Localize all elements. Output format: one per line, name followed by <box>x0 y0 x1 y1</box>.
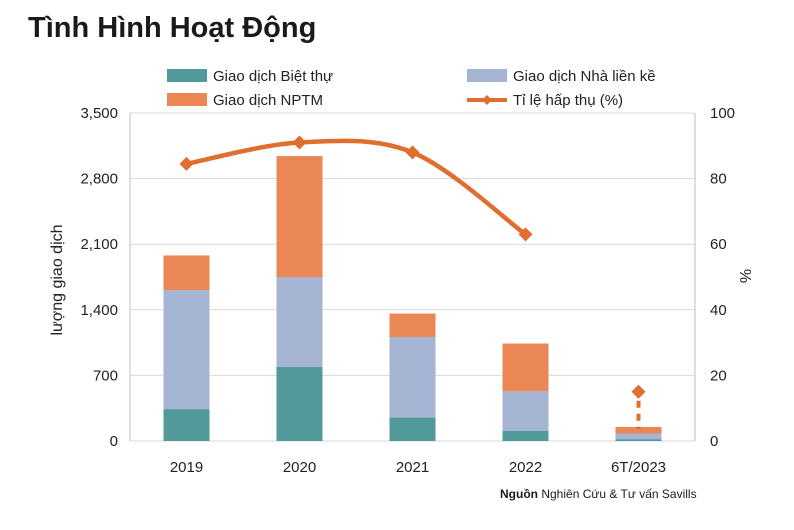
legend-label: Tỉ lệ hấp thụ (%) <box>513 92 623 109</box>
bar-segment <box>276 277 323 367</box>
bar-segment <box>163 255 210 291</box>
x-tick-label: 6T/2023 <box>611 459 666 476</box>
x-tick-label: 2022 <box>509 459 542 476</box>
absorption-point <box>405 145 420 160</box>
y-tick-label: 1,400 <box>80 302 118 319</box>
absorption-point <box>518 227 533 242</box>
bar-segment <box>276 366 323 441</box>
x-tick-label: 2019 <box>170 459 203 476</box>
legend-swatch-marker <box>482 95 492 105</box>
y2-tick-label: 60 <box>710 236 727 253</box>
bar-segment <box>389 313 436 337</box>
absorption-point <box>179 156 194 171</box>
y2-tick-label: 40 <box>710 302 727 319</box>
absorption-point <box>631 384 646 399</box>
legend-swatch <box>467 69 507 82</box>
bar-segment <box>163 290 210 410</box>
axes: 3,500 2,800 2,100 1,400 700 0 100 80 60 40 20 0 2019… <box>80 105 735 476</box>
source-note: Nguồn Nghiên Cứu & Tư vấn Savills <box>500 487 697 501</box>
legend-label: Giao dịch Nhà liền kề <box>513 68 656 85</box>
y2-axis-title: % <box>736 269 753 283</box>
y2-tick-label: 0 <box>710 433 718 450</box>
y-tick-label: 3,500 <box>80 105 118 122</box>
bar-segment <box>615 426 662 434</box>
bar-segment <box>502 391 549 431</box>
legend-label: Giao dịch Biệt thự <box>213 68 333 85</box>
bar-segment <box>276 156 323 277</box>
bar-segment <box>389 336 436 418</box>
bars <box>163 156 662 441</box>
y2-tick-label: 80 <box>710 171 727 188</box>
y-tick-label: 2,800 <box>80 171 118 188</box>
legend: Giao dịch Biệt thự Giao dịch Nhà liền kề G… <box>167 68 656 109</box>
bar-segment <box>615 439 662 441</box>
y-axis-title: lượng giao dịch <box>49 224 66 335</box>
bar-segment <box>502 343 549 392</box>
x-tick-label: 2021 <box>396 459 429 476</box>
y-tick-label: 0 <box>110 433 118 450</box>
absorption-line <box>179 135 646 429</box>
bar-segment <box>502 430 549 441</box>
legend-swatch <box>167 69 207 82</box>
y2-tick-label: 20 <box>710 367 727 384</box>
source-text: Nghiên Cứu & Tư vấn Savills <box>541 487 697 501</box>
y-tick-label: 700 <box>93 367 118 384</box>
bar-segment <box>163 409 210 441</box>
x-tick-label: 2020 <box>283 459 316 476</box>
bar-segment <box>615 433 662 440</box>
legend-label: Giao dịch NPTM <box>213 92 323 109</box>
page-title: Tình Hình Hoạt Động <box>28 12 317 44</box>
absorption-point <box>292 135 307 150</box>
y-tick-label: 2,100 <box>80 236 118 253</box>
y2-tick-label: 100 <box>710 105 735 122</box>
bar-segment <box>389 417 436 441</box>
absorption-line-path <box>184 138 528 237</box>
source-label: Nguồn <box>500 487 538 501</box>
legend-swatch <box>167 93 207 106</box>
